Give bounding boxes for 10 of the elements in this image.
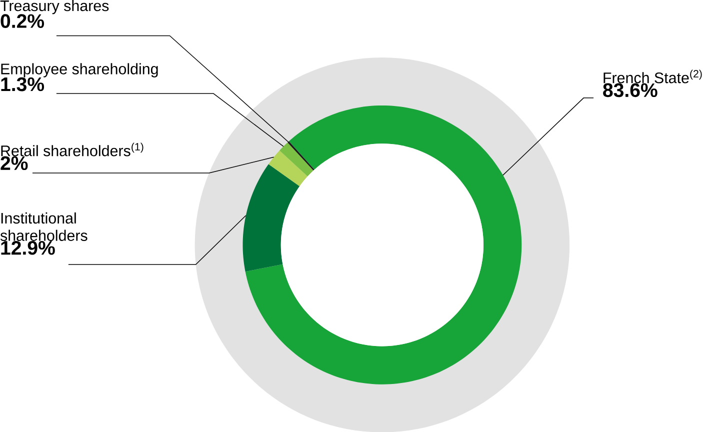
slice-label: Retail shareholders$^{(1)}$ bbox=[1, 142, 144, 156]
slice-label: Employee shareholding bbox=[1, 63, 158, 78]
data-label: 12.9% bbox=[1, 240, 55, 255]
slice-label: Treasury shares bbox=[0, 0, 109, 14]
data-label: 0.2% bbox=[0, 14, 44, 28]
slice-label: French State$^{(2)}$ bbox=[604, 70, 702, 84]
data-label: 2% bbox=[0, 156, 28, 170]
data-label: 83.6% bbox=[603, 83, 658, 97]
data-label: 1.3% bbox=[1, 77, 44, 92]
slice-label: Institutional shareholders bbox=[0, 212, 88, 241]
